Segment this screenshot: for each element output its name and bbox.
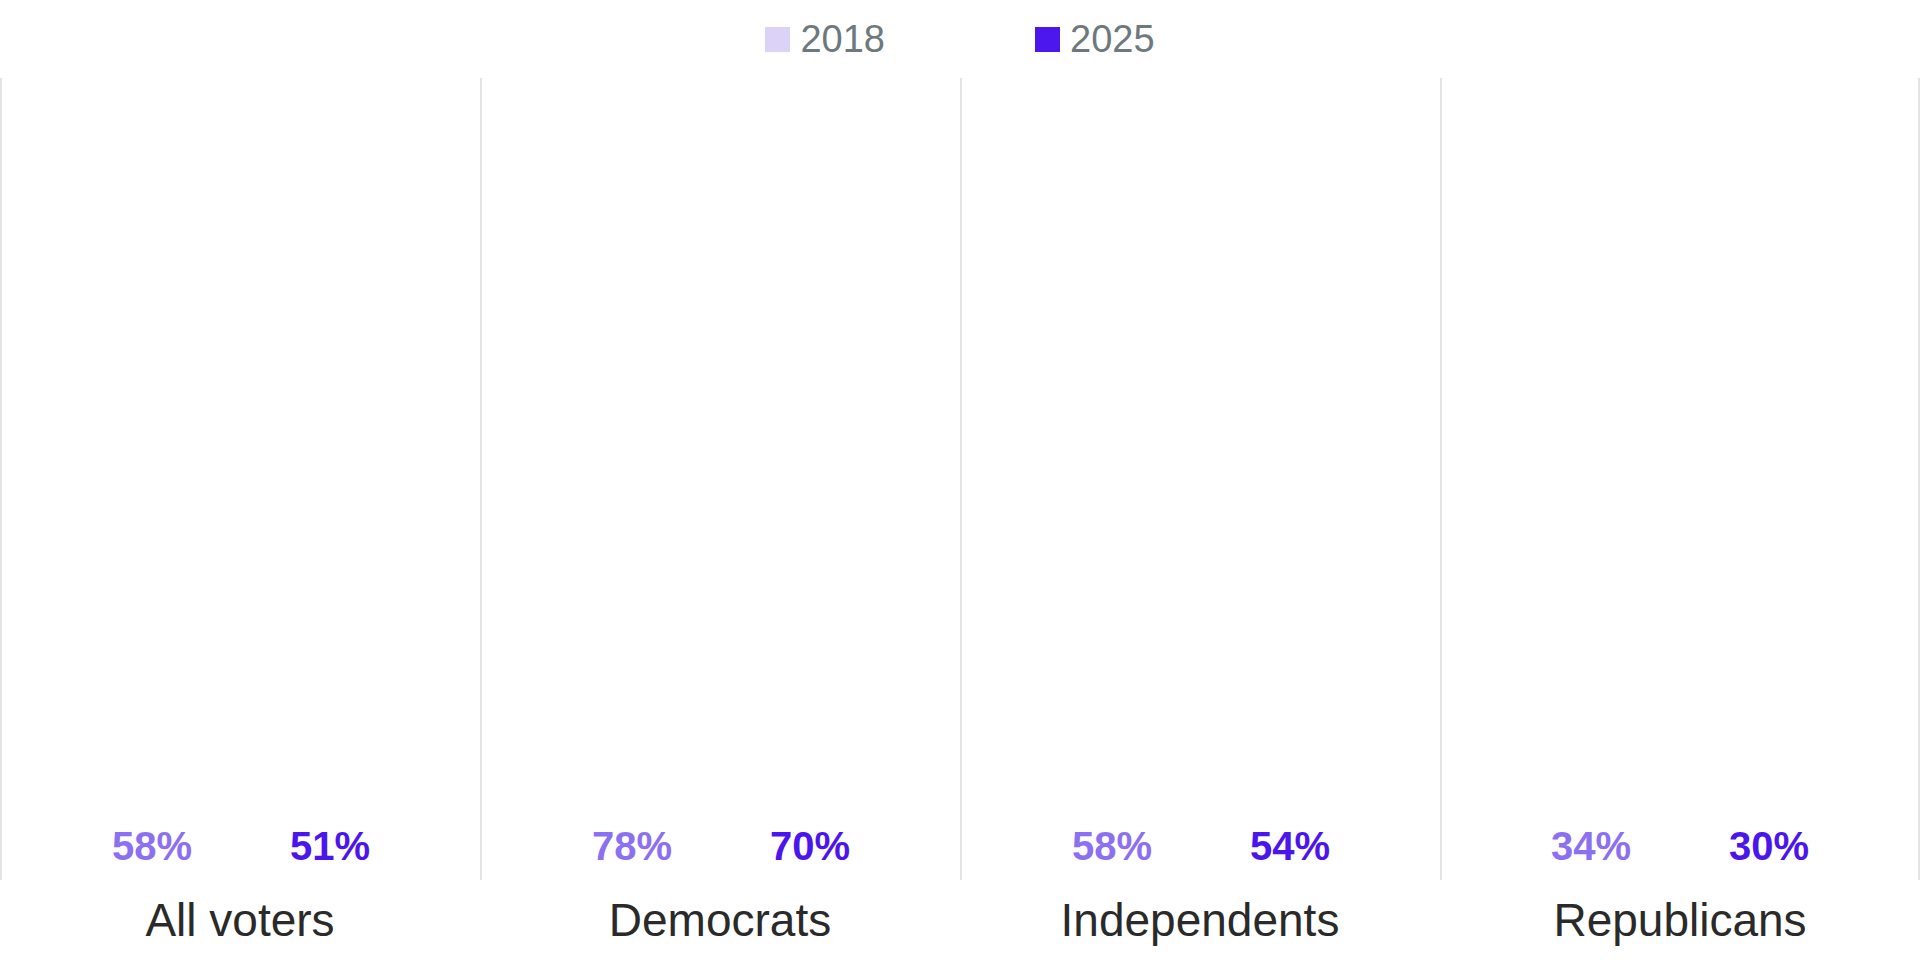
category-panel: 34% 30% Republicans — [1440, 78, 1920, 960]
bar-group-2018: 58% — [1026, 826, 1198, 880]
legend-swatch-2025-icon — [1035, 27, 1060, 52]
bar-value-label-2025: 51% — [290, 826, 370, 866]
legend-item-2025: 2025 — [1035, 20, 1155, 58]
category-panel: 58% 54% Independents — [960, 78, 1440, 960]
legend-swatch-2018-icon — [765, 27, 790, 52]
bar-value-label-2025: 70% — [770, 826, 850, 866]
bar-value-label-2025: 54% — [1250, 826, 1330, 866]
legend-label-2025: 2025 — [1070, 20, 1155, 58]
bar-value-label-2018: 78% — [592, 826, 672, 866]
bar-group-2025: 54% — [1204, 826, 1376, 880]
category-label: Republicans — [1440, 880, 1920, 960]
category-label: Democrats — [480, 880, 960, 960]
bar-value-label-2025: 30% — [1729, 826, 1809, 866]
category-bars: 58% 54% — [960, 78, 1440, 880]
bar-group-2025: 30% — [1683, 826, 1855, 880]
category-bars: 78% 70% — [480, 78, 960, 880]
legend-label-2018: 2018 — [800, 20, 885, 58]
bar-group-2025: 70% — [724, 826, 896, 880]
category-bars: 34% 30% — [1440, 78, 1920, 880]
category-label: Independents — [960, 880, 1440, 960]
bar-group-2018: 34% — [1505, 826, 1677, 880]
bar-group-2025: 51% — [244, 826, 416, 880]
category-panel: 78% 70% Democrats — [480, 78, 960, 960]
bar-group-2018: 78% — [546, 826, 718, 880]
bar-value-label-2018: 58% — [1072, 826, 1152, 866]
plot-area: 58% 51% All voters 78% 70% Democrats — [0, 78, 1920, 960]
category-panel: 58% 51% All voters — [0, 78, 480, 960]
grouped-bar-chart: 2018 2025 58% 51% All voters 78% — [0, 0, 1920, 960]
category-label: All voters — [0, 880, 480, 960]
bar-value-label-2018: 58% — [112, 826, 192, 866]
chart-legend: 2018 2025 — [0, 8, 1920, 70]
bar-group-2018: 58% — [66, 826, 238, 880]
legend-item-2018: 2018 — [765, 20, 885, 58]
category-bars: 58% 51% — [0, 78, 480, 880]
bar-value-label-2018: 34% — [1551, 826, 1631, 866]
